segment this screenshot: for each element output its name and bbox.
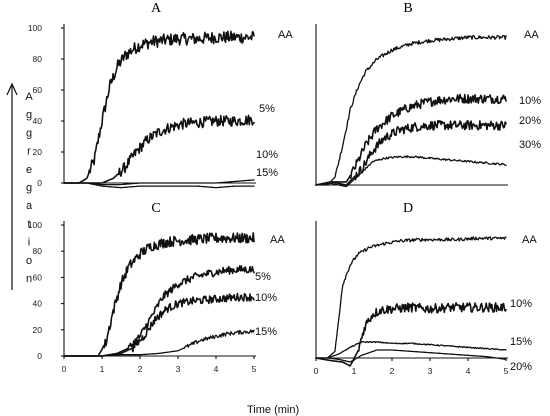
panel-letter: C [151,201,160,216]
series-line-30pct [315,155,507,188]
y-tick-label: 20 [33,325,43,335]
series-line-15pct [315,340,507,359]
y-axis-title-letter: e [26,164,32,176]
series-line-10pct [63,179,255,186]
panel-letter: D [403,201,413,216]
y-tick-label: 40 [33,116,43,126]
series-line-5pct [63,114,255,184]
panel-b: B AA 10% 20% 30% [315,1,541,188]
series-label: 10% [519,95,541,107]
series-label: AA [278,29,293,41]
y-tick-label: 80 [33,246,43,256]
series-line-20pct [315,119,507,186]
series-line-aa [315,236,507,359]
y-axis-arrow-head [6,82,18,96]
panel-letter: A [151,1,162,16]
y-tick-label: 0 [37,178,42,188]
x-tick-label: 2 [390,366,395,376]
y-tick-label: 0 [37,351,42,361]
series-label: 10% [255,292,277,304]
x-tick-label: 4 [214,364,219,374]
series-label: 10% [256,149,278,161]
x-axis-title: Time (min) [247,404,299,416]
y-tick-label: 60 [33,85,43,95]
series-label: 15% [510,336,532,348]
series-label: 20% [519,115,541,127]
y-axis-title-letter: r [27,146,31,158]
y-axis-title-letter: g [26,127,32,139]
x-tick-label: 3 [428,366,433,376]
x-tick-label: 4 [466,366,471,376]
series-line-aa [315,34,507,186]
panel-a: A 0 20 40 60 80 100 AA 5% 10% 15% [28,1,293,189]
series-line-aa [63,30,255,184]
y-tick-label: 20 [33,147,43,157]
panel-letter: B [403,1,412,16]
y-axis-title-letter: A [25,91,33,103]
series-label: AA [522,234,537,246]
y-axis-title-letter: g [26,182,32,194]
y-axis-title-letter: g [26,109,32,121]
panel-d: D 0 1 2 3 4 5 AA 10% 15% 20% [314,201,538,376]
y-axis-title-letter: i [28,237,30,249]
series-line-15pct [63,329,255,357]
series-label: 5% [255,271,271,283]
series-line-15pct [63,182,255,189]
x-tick-label: 2 [138,364,143,374]
series-label: 15% [255,326,277,338]
panel-c: C 0 20 40 60 80 100 0 1 2 3 4 5 AA 5% 10% 15% [28,201,286,374]
y-axis-title-letter: o [26,255,32,267]
y-tick-label: 60 [33,272,43,282]
y-tick-label: 40 [33,299,43,309]
x-tick-label: 0 [314,366,319,376]
series-label: AA [270,234,285,246]
x-tick-label: 1 [100,364,105,374]
series-line-10pct [315,302,507,367]
series-label: 15% [256,167,278,179]
series-label: 10% [510,298,532,310]
series-line-20pct [315,349,507,363]
x-tick-label: 5 [504,366,509,376]
series-label: 5% [259,103,275,115]
series-label: 20% [510,361,532,373]
series-line-10pct [315,93,507,186]
y-tick-label: 80 [33,54,43,64]
y-axis-title-letter: a [26,200,33,212]
series-label: AA [524,29,539,41]
x-tick-label: 0 [62,364,67,374]
series-label: 30% [519,139,541,151]
y-axis-title-letter: n [26,273,32,285]
series-line-aa [63,232,255,357]
x-tick-label: 1 [352,366,357,376]
y-tick-label: 100 [28,23,42,33]
x-tick-label: 5 [252,364,257,374]
x-tick-label: 3 [176,364,181,374]
panels: A020406080100AA5%10%15%BAA10%20%30%C0204… [28,1,541,376]
y-tick-label: 100 [28,220,42,230]
y-axis-title-letter: t [27,218,30,230]
series-line-5pct [63,265,255,357]
